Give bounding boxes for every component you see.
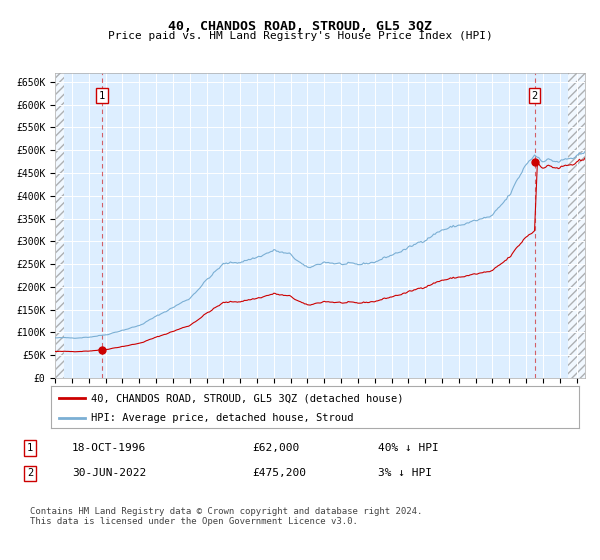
Bar (568, 73, 593, 378)
Text: £475,200: £475,200 (252, 468, 306, 478)
Text: Contains HM Land Registry data © Crown copyright and database right 2024.
This d: Contains HM Land Registry data © Crown c… (30, 507, 422, 526)
Text: 18-OCT-1996: 18-OCT-1996 (72, 443, 146, 453)
Text: 30-JUN-2022: 30-JUN-2022 (72, 468, 146, 478)
Text: Price paid vs. HM Land Registry's House Price Index (HPI): Price paid vs. HM Land Registry's House … (107, 31, 493, 41)
Text: £62,000: £62,000 (252, 443, 299, 453)
Text: 2: 2 (532, 91, 538, 101)
Text: 1: 1 (99, 91, 105, 101)
Text: 1: 1 (27, 443, 33, 453)
Text: 2: 2 (27, 468, 33, 478)
Text: 40, CHANDOS ROAD, STROUD, GL5 3QZ: 40, CHANDOS ROAD, STROUD, GL5 3QZ (168, 20, 432, 32)
Text: 40, CHANDOS ROAD, STROUD, GL5 3QZ (detached house): 40, CHANDOS ROAD, STROUD, GL5 3QZ (detac… (91, 393, 403, 403)
Text: 40% ↓ HPI: 40% ↓ HPI (378, 443, 439, 453)
Text: HPI: Average price, detached house, Stroud: HPI: Average price, detached house, Stro… (91, 413, 353, 423)
Bar (55, 73, 64, 378)
Text: 3% ↓ HPI: 3% ↓ HPI (378, 468, 432, 478)
